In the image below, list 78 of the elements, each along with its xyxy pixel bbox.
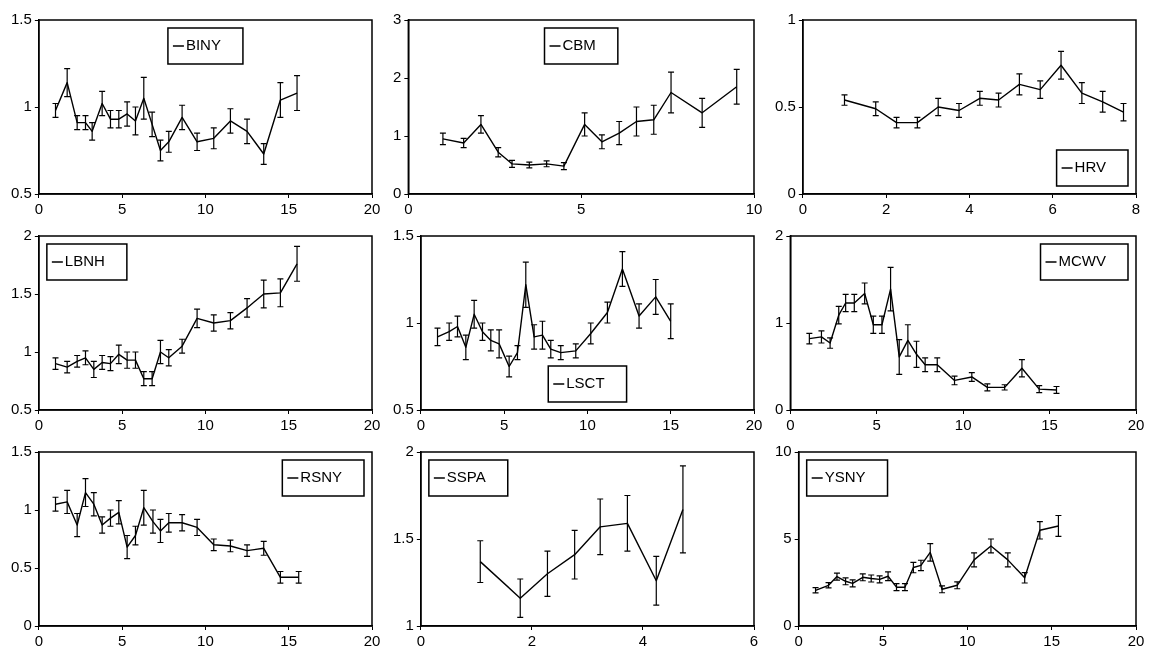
- x-tick-label: 10: [197, 632, 214, 650]
- x-tick-label: 6: [1048, 200, 1057, 218]
- y-tick-label: 0: [783, 616, 792, 634]
- x-tick-label: 15: [662, 416, 680, 434]
- y-tick-label: 0: [775, 400, 784, 418]
- x-tick-label: 15: [280, 416, 298, 434]
- y-tick-label: 2: [775, 226, 784, 244]
- y-tick-label: 0.5: [774, 97, 796, 115]
- y-tick-label: 1.5: [10, 10, 32, 28]
- y-tick-label: 1.5: [10, 284, 32, 302]
- legend-label: CBM: [562, 36, 596, 54]
- y-tick-label: 1: [393, 126, 402, 144]
- y-tick-label: 2: [23, 226, 32, 244]
- legend-label: SSPA: [446, 468, 486, 486]
- y-tick-label: 1: [405, 313, 414, 331]
- y-tick-label: 0: [23, 616, 32, 634]
- y-tick-label: 0.5: [10, 400, 32, 418]
- x-tick-label: 20: [1127, 416, 1145, 434]
- y-tick-label: 0: [787, 184, 796, 202]
- y-tick-label: 0: [393, 184, 402, 202]
- x-tick-label: 5: [878, 632, 888, 650]
- x-tick-label: 0: [34, 632, 44, 650]
- y-tick-label: 3: [393, 10, 402, 28]
- x-tick-label: 0: [416, 632, 426, 650]
- x-tick-label: 10: [954, 416, 972, 434]
- y-tick-label: 0.5: [392, 400, 414, 418]
- x-tick-label: 15: [280, 632, 298, 650]
- x-tick-label: 10: [959, 632, 976, 650]
- x-tick-label: 15: [1041, 416, 1058, 434]
- y-tick-label: 1.5: [392, 226, 414, 244]
- legend-label: LSCT: [566, 374, 605, 392]
- x-tick-label: 20: [745, 416, 763, 434]
- x-tick-label: 20: [1127, 632, 1145, 650]
- y-tick-label: 1.5: [392, 529, 414, 547]
- x-tick-label: 5: [117, 632, 127, 650]
- y-tick-label: 0.5: [10, 184, 32, 202]
- x-tick-label: 0: [34, 200, 44, 218]
- x-tick-label: 2: [527, 632, 537, 650]
- x-tick-label: 4: [965, 200, 974, 218]
- y-tick-label: 1: [787, 10, 796, 28]
- y-tick-label: 1: [23, 500, 32, 518]
- y-tick-label: 1: [405, 616, 414, 634]
- x-tick-label: 5: [499, 416, 509, 434]
- legend-label: LBNH: [64, 252, 105, 270]
- x-tick-label: 10: [197, 416, 214, 434]
- y-tick-label: 5: [783, 529, 792, 547]
- x-tick-label: 5: [117, 200, 127, 218]
- legend-label: YSNY: [824, 468, 866, 486]
- x-tick-label: 0: [34, 416, 44, 434]
- legend-label: RSNY: [300, 468, 343, 486]
- legend-label: MCWV: [1058, 252, 1107, 270]
- x-tick-label: 8: [1131, 200, 1141, 218]
- y-tick-label: 0.5: [10, 558, 32, 576]
- x-tick-label: 20: [363, 200, 381, 218]
- x-tick-label: 5: [117, 416, 127, 434]
- y-tick-label: 10: [775, 442, 792, 460]
- y-tick-label: 1: [23, 342, 32, 360]
- y-tick-label: 1.5: [10, 442, 32, 460]
- x-tick-label: 6: [749, 632, 759, 650]
- x-tick-label: 4: [638, 632, 648, 650]
- y-tick-label: 2: [393, 68, 402, 86]
- x-tick-label: 5: [577, 200, 586, 218]
- legend-label: BINY: [185, 36, 221, 54]
- x-tick-label: 0: [416, 416, 426, 434]
- x-tick-label: 2: [881, 200, 891, 218]
- x-tick-label: 10: [197, 200, 214, 218]
- y-tick-label: 1: [23, 97, 32, 115]
- x-tick-label: 20: [363, 632, 381, 650]
- x-tick-label: 10: [579, 416, 596, 434]
- y-tick-label: 2: [405, 442, 414, 460]
- x-tick-label: 5: [872, 416, 881, 434]
- x-tick-label: 0: [798, 200, 808, 218]
- x-tick-label: 20: [363, 416, 381, 434]
- x-tick-label: 15: [280, 200, 298, 218]
- x-tick-label: 10: [745, 200, 763, 218]
- legend-label: HRV: [1074, 158, 1107, 176]
- x-tick-label: 15: [1043, 632, 1061, 650]
- y-tick-label: 1: [775, 313, 784, 331]
